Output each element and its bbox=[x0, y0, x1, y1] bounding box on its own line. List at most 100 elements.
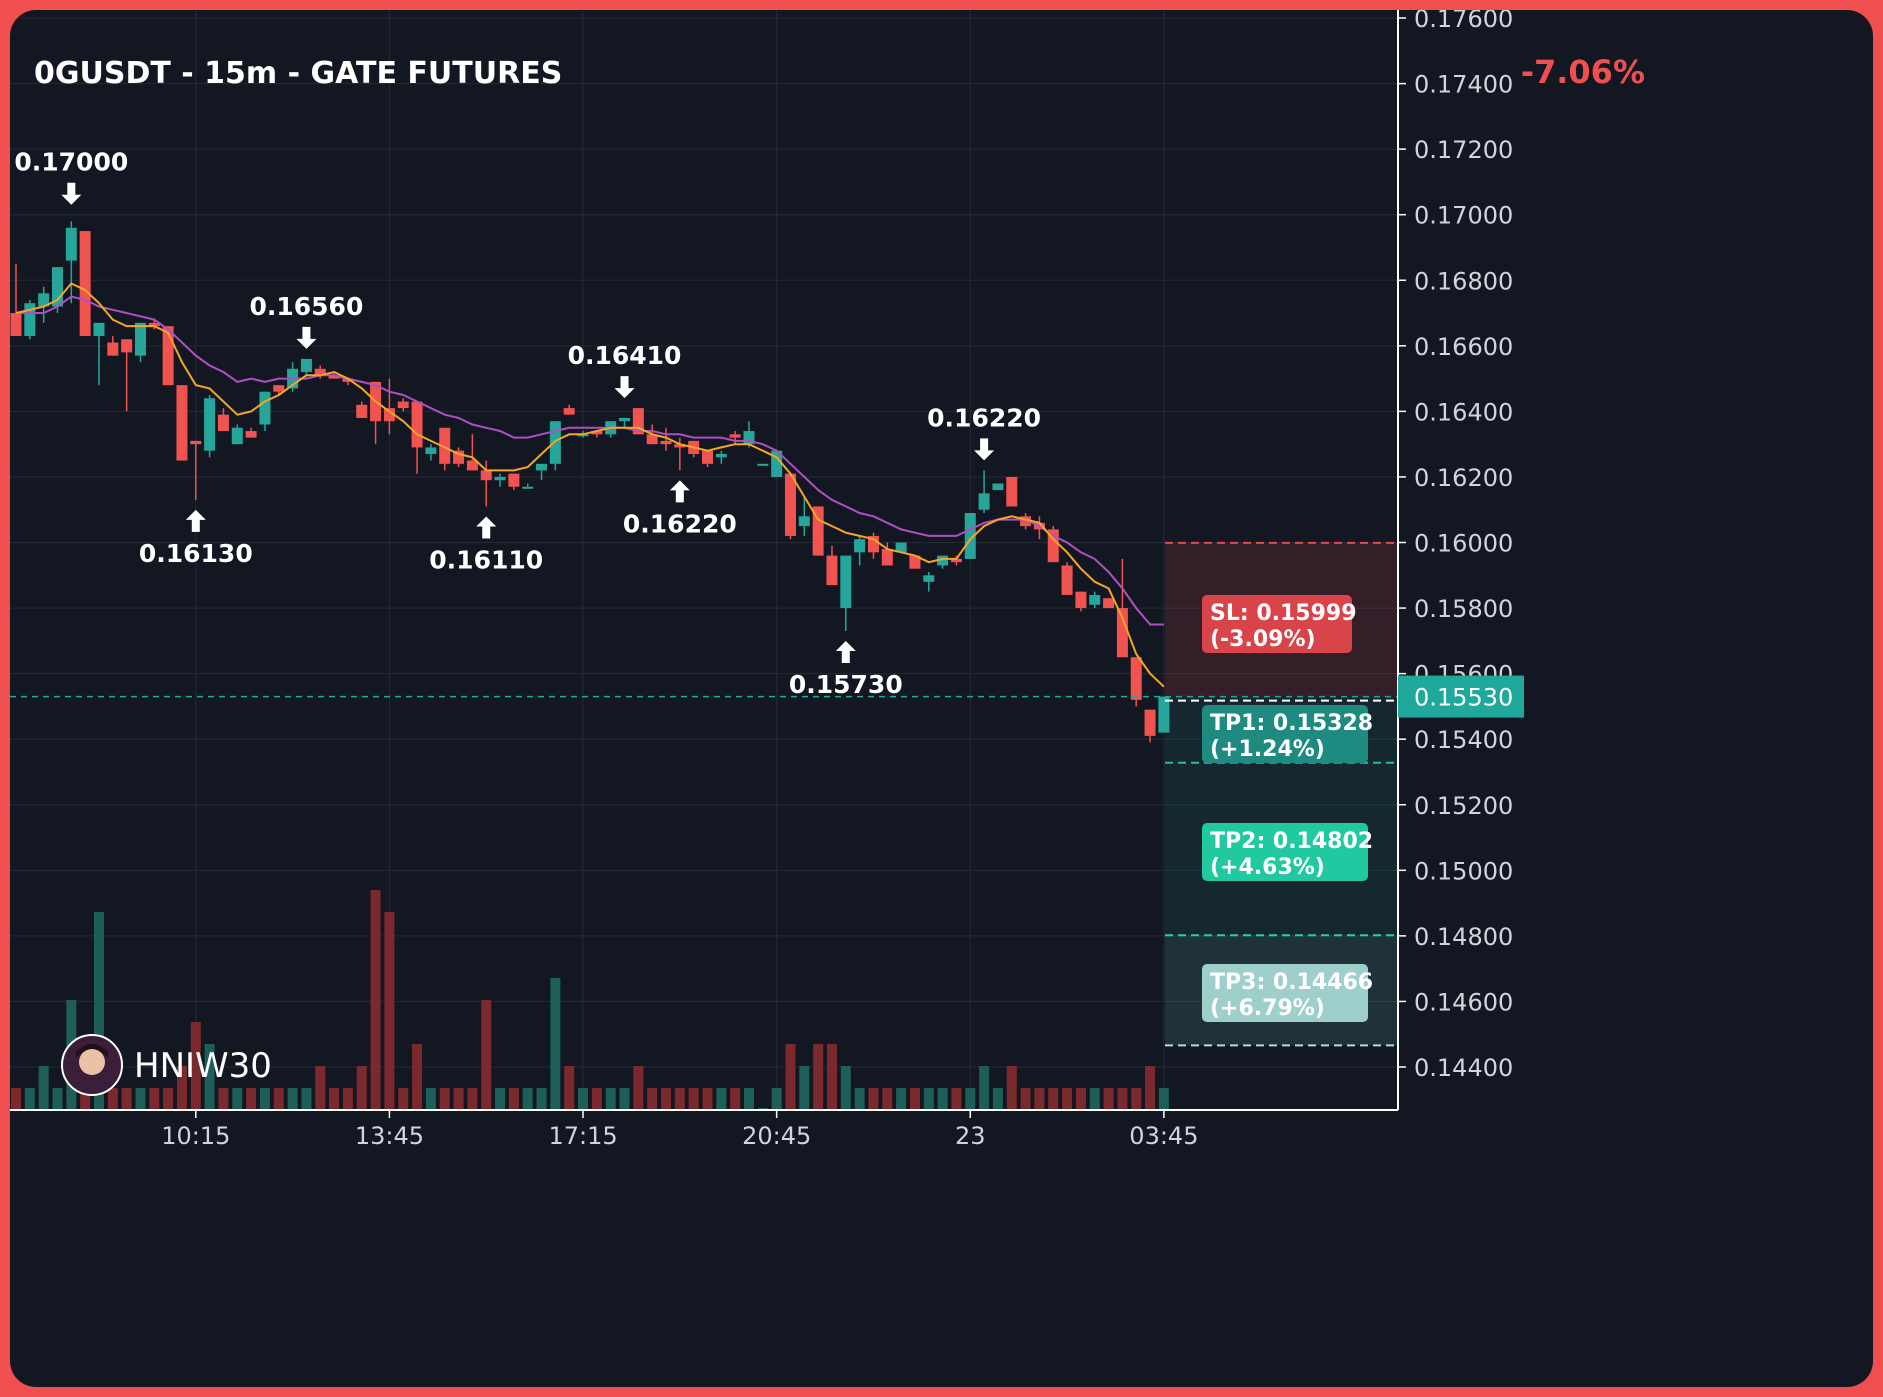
volume-bar bbox=[38, 1066, 49, 1110]
axes: 0.17600 0.17400 0.17200 0.17000 0.16800 0.166… bbox=[10, 10, 1513, 1150]
candle-body bbox=[826, 555, 838, 586]
sl-label-line2: (-3.09%) bbox=[1210, 627, 1316, 652]
annotation-label: 0.16130 bbox=[139, 539, 253, 568]
candle-body bbox=[937, 555, 949, 566]
volume-bar bbox=[93, 912, 104, 1110]
y-tick-label: 0.17600 bbox=[1414, 10, 1513, 33]
tp1-label-bg bbox=[1202, 705, 1368, 763]
candle-body bbox=[812, 506, 824, 556]
candle-body bbox=[65, 227, 77, 261]
volume-bar bbox=[1075, 1088, 1086, 1110]
volume-bar bbox=[702, 1088, 713, 1110]
level-lines bbox=[10, 541, 1398, 1047]
x-tick-label: 20:45 bbox=[742, 1122, 811, 1150]
volume-bar bbox=[1062, 1088, 1073, 1110]
volume-bar bbox=[467, 1088, 478, 1110]
candle-body bbox=[964, 512, 976, 559]
candle-body bbox=[439, 427, 451, 464]
volume-bar bbox=[163, 1088, 174, 1110]
candle-body bbox=[121, 339, 133, 353]
candle-body bbox=[231, 427, 243, 445]
candle-body bbox=[204, 398, 216, 451]
y-tick-label: 0.17200 bbox=[1414, 136, 1513, 164]
candle-body bbox=[397, 401, 409, 409]
volume-bar bbox=[992, 1088, 1003, 1110]
volume-bar bbox=[149, 1088, 160, 1110]
tp3-label-line1: TP3: 0.14466 bbox=[1210, 970, 1373, 995]
volume-bar bbox=[1089, 1088, 1100, 1110]
volume-bar bbox=[896, 1088, 907, 1110]
x-tick-label: 23 bbox=[955, 1122, 986, 1150]
arrow-down-icon bbox=[614, 376, 635, 399]
x-tick-label: 03:45 bbox=[1129, 1122, 1198, 1150]
volume-bar bbox=[273, 1088, 284, 1110]
candle-body bbox=[1006, 476, 1018, 507]
x-tick-label: 10:15 bbox=[161, 1122, 230, 1150]
tp2-label: TP2: 0.14802(+4.63%) bbox=[1202, 823, 1373, 881]
annotation-label: 0.16110 bbox=[429, 545, 543, 574]
volume-bar bbox=[425, 1088, 436, 1110]
volume-bar bbox=[661, 1088, 672, 1110]
candle-body bbox=[992, 483, 1004, 491]
candle-body bbox=[923, 575, 935, 582]
volume-bar bbox=[1006, 1066, 1017, 1110]
candle-body bbox=[577, 434, 589, 437]
chart-frame: 0.17000 0.16130 0.16560 0.16110 0.16410 0.162… bbox=[10, 10, 1873, 1387]
candle-body bbox=[38, 293, 50, 307]
volume-bar bbox=[52, 1088, 63, 1110]
volume-bar bbox=[287, 1088, 298, 1110]
candle-body bbox=[1116, 608, 1128, 658]
volume-bar bbox=[439, 1088, 450, 1110]
candlestick-chart[interactable]: 0.17000 0.16130 0.16560 0.16110 0.16410 0.162… bbox=[10, 10, 1873, 1387]
candle-body bbox=[259, 391, 271, 425]
annotation-label: 0.16410 bbox=[568, 341, 682, 370]
y-tick-label: 0.16200 bbox=[1414, 464, 1513, 492]
watermark-name: HNIW30 bbox=[134, 1046, 272, 1086]
volume-bar bbox=[1034, 1088, 1045, 1110]
candle-body bbox=[51, 267, 63, 307]
candle-body bbox=[1061, 565, 1073, 595]
candle-body bbox=[190, 440, 202, 445]
volume-bar bbox=[356, 1066, 367, 1110]
volume-bar bbox=[1131, 1088, 1142, 1110]
volume-bar bbox=[785, 1044, 796, 1110]
candle-body bbox=[273, 385, 285, 392]
volume-bar bbox=[370, 890, 381, 1110]
y-tick-label: 0.14600 bbox=[1414, 988, 1513, 1016]
candle-body bbox=[715, 453, 727, 458]
candle-body bbox=[1075, 591, 1087, 609]
volume-bar bbox=[564, 1066, 575, 1110]
volume-bar bbox=[951, 1088, 962, 1110]
volume-bar bbox=[1158, 1088, 1169, 1110]
candle-body bbox=[176, 385, 188, 461]
volume-bar bbox=[688, 1088, 699, 1110]
candle-body bbox=[729, 434, 741, 438]
y-tick-label: 0.16800 bbox=[1414, 267, 1513, 295]
candle-body bbox=[1130, 657, 1142, 700]
volume-bar bbox=[619, 1088, 630, 1110]
candles bbox=[10, 221, 1170, 743]
arrow-up-icon bbox=[835, 641, 856, 664]
x-tick-label: 17:15 bbox=[548, 1122, 617, 1150]
volume-bar bbox=[218, 1088, 229, 1110]
tp2-label-line1: TP2: 0.14802 bbox=[1210, 829, 1373, 854]
volume-bar bbox=[633, 1066, 644, 1110]
tp1-label-line2: (+1.24%) bbox=[1210, 737, 1325, 762]
y-tick-label: 0.16600 bbox=[1414, 333, 1513, 361]
change-percent: -7.06% bbox=[1521, 53, 1645, 91]
volume-bar bbox=[979, 1066, 990, 1110]
candle-body bbox=[342, 378, 354, 382]
candle-body bbox=[978, 493, 990, 510]
tp2-label-bg bbox=[1202, 823, 1368, 881]
annotation-label: 0.15730 bbox=[789, 670, 903, 699]
volume-bar bbox=[481, 1000, 492, 1110]
candle-body bbox=[1047, 529, 1059, 563]
current-price-label: 0.15530 bbox=[1414, 684, 1513, 712]
tp3-label-line2: (+6.79%) bbox=[1210, 996, 1325, 1021]
annotation-label: 0.16220 bbox=[623, 509, 737, 538]
volume-bar bbox=[342, 1088, 353, 1110]
volume-bar bbox=[799, 1066, 810, 1110]
volume-bar bbox=[24, 1088, 35, 1110]
candle-body bbox=[1020, 516, 1032, 527]
candle-body bbox=[1103, 598, 1115, 609]
